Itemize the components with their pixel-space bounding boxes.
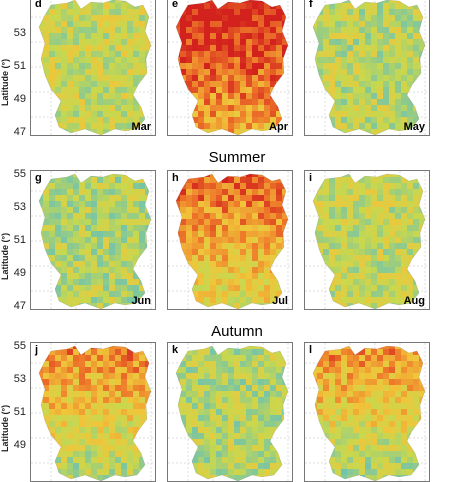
month-label: May bbox=[403, 121, 425, 133]
germany-heatmap bbox=[168, 343, 292, 481]
latitude-axis-label: Latitude (°) bbox=[0, 232, 10, 280]
germany-heatmap bbox=[31, 171, 155, 309]
heatmap-cells bbox=[313, 346, 425, 481]
month-label: Jun bbox=[131, 295, 151, 307]
month-label: Aug bbox=[403, 295, 425, 307]
month-label: Mar bbox=[131, 121, 151, 133]
germany-heatmap bbox=[305, 171, 429, 309]
panel-letter: h bbox=[172, 172, 179, 184]
map-panel-j: j bbox=[30, 342, 156, 482]
heatmap-cells bbox=[313, 0, 425, 135]
country-outline bbox=[175, 173, 289, 309]
country-outline bbox=[312, 0, 426, 135]
country-outline bbox=[312, 345, 426, 481]
latitude-tick: 49 bbox=[13, 93, 26, 105]
country-outline bbox=[175, 0, 289, 135]
month-label: Jul bbox=[272, 295, 288, 307]
map-panel-h: h Jul bbox=[167, 170, 293, 310]
latitude-tick: 47 bbox=[13, 126, 26, 138]
heatmap-cells bbox=[176, 174, 288, 309]
summer-title: Summer bbox=[208, 149, 266, 166]
latitude-tick: 47 bbox=[13, 300, 26, 312]
panel-letter: e bbox=[172, 0, 179, 10]
latitude-tick: 53 bbox=[13, 373, 26, 385]
latitude-tick: 49 bbox=[13, 267, 26, 279]
panel-letter: d bbox=[35, 0, 42, 10]
latitude-tick: 51 bbox=[13, 234, 26, 246]
country-outline bbox=[38, 173, 152, 309]
map-panel-e: e Apr bbox=[167, 0, 293, 136]
heatmap-cells bbox=[39, 0, 151, 135]
heatmap-cells bbox=[176, 346, 288, 481]
panel-letter: j bbox=[35, 344, 39, 356]
germany-heatmap bbox=[305, 0, 429, 135]
latitude-tick: 51 bbox=[13, 406, 26, 418]
latitude-tick: 53 bbox=[13, 27, 26, 39]
panel-letter: k bbox=[172, 344, 179, 356]
map-panel-l: l bbox=[304, 342, 430, 482]
latitude-axis-label: Latitude (°) bbox=[0, 404, 10, 452]
latitude-tick: 55 bbox=[13, 168, 26, 180]
latitude-axis-label: Latitude (°) bbox=[0, 58, 10, 106]
panel-letter: l bbox=[309, 344, 313, 356]
country-outline bbox=[38, 0, 152, 135]
germany-heatmap bbox=[31, 0, 155, 135]
map-panel-g: g Jun bbox=[30, 170, 156, 310]
panel-letter: f bbox=[309, 0, 313, 10]
germany-heatmap bbox=[168, 0, 292, 135]
map-panel-d: d Mar bbox=[30, 0, 156, 136]
heatmap-cells bbox=[313, 174, 425, 309]
latitude-tick: 49 bbox=[13, 439, 26, 451]
germany-heatmap bbox=[168, 171, 292, 309]
panel-letter: g bbox=[35, 172, 42, 184]
map-panel-f: f May bbox=[304, 0, 430, 136]
heatmap-cells bbox=[39, 174, 151, 309]
germany-heatmap bbox=[305, 343, 429, 481]
map-panel-i: i Aug bbox=[304, 170, 430, 310]
month-label: Apr bbox=[269, 121, 288, 133]
map-panel-k: k bbox=[167, 342, 293, 482]
heatmap-cells bbox=[39, 346, 151, 481]
autumn-title: Autumn bbox=[211, 323, 263, 340]
latitude-tick: 53 bbox=[13, 201, 26, 213]
latitude-tick: 55 bbox=[13, 340, 26, 352]
heatmap-cells bbox=[176, 0, 288, 135]
country-outline bbox=[175, 345, 289, 481]
country-outline bbox=[38, 345, 152, 481]
latitude-tick: 51 bbox=[13, 60, 26, 72]
country-outline bbox=[312, 173, 426, 309]
germany-heatmap bbox=[31, 343, 155, 481]
panel-letter: i bbox=[309, 172, 313, 184]
